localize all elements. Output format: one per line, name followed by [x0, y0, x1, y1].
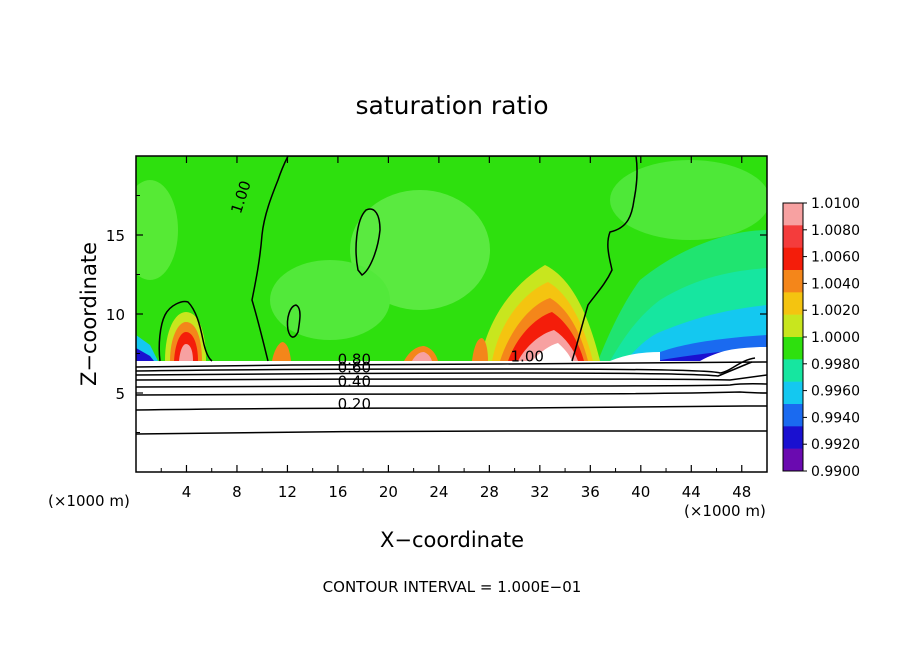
- surface-bump: [700, 347, 767, 361]
- contour-1.00-left: [158, 300, 213, 362]
- x-tick-label: 48: [732, 483, 751, 501]
- plume-x31-white: [532, 343, 572, 361]
- colorbar-swatch: [783, 337, 803, 360]
- y-axis-label: Z−coordinate: [77, 242, 101, 386]
- colorbar: 1.0100 1.0080 1.0060 1.0040 1.0020 1.0000 0.99…: [782, 196, 860, 480]
- light-patch: [610, 160, 767, 240]
- colorbar-swatch: [783, 203, 803, 226]
- x-unit-right: (×1000 m): [684, 502, 766, 520]
- contour-1.00-island: [355, 208, 381, 276]
- y-tick-label: 10: [106, 306, 125, 324]
- contour-level-0.20: [136, 405, 767, 411]
- light-patch: [350, 190, 490, 310]
- plume-x4-pink: [179, 344, 193, 361]
- contour-label: 0.40: [338, 373, 371, 391]
- colorbar-label: 1.0000: [811, 330, 860, 346]
- x-tick-label: 8: [232, 483, 242, 501]
- contour-lines: [136, 156, 767, 435]
- contour-interval-note: CONTOUR INTERVAL = 1.000E−01: [323, 578, 582, 596]
- contour-level-0.10: [136, 430, 767, 435]
- x-tick-label: 20: [379, 483, 398, 501]
- light-patch: [136, 180, 178, 280]
- contour-label: 0.20: [338, 395, 371, 413]
- surface-bump: [610, 352, 660, 361]
- contour-level-0.70: [136, 357, 756, 374]
- contour-1.00-small: [286, 304, 301, 338]
- colorbar-label: 0.9920: [811, 437, 860, 453]
- contour-label: 0.60: [338, 358, 371, 376]
- colorbar-swatch: [783, 381, 803, 405]
- contour-level-0.80: [136, 361, 767, 368]
- contour-label: 0.80: [338, 351, 371, 369]
- colorbar-label: 0.9900: [811, 464, 860, 480]
- contour-level-0.60: [136, 361, 753, 377]
- y-axis-ticks: 5 10 15: [106, 195, 767, 433]
- x-axis-ticks: 4 8 12 16 20 24 28 32 36 40 44 48: [160, 156, 751, 501]
- colorbar-label: 1.0080: [811, 223, 860, 239]
- plume-x22-core: [412, 352, 432, 361]
- x-tick-label: 32: [530, 483, 549, 501]
- x-axis-label: X−coordinate: [380, 528, 524, 552]
- x-tick-label: 40: [631, 483, 650, 501]
- x-tick-label: 12: [278, 483, 297, 501]
- colorbar-label: 1.0020: [811, 303, 860, 319]
- x-tick-label: 44: [682, 483, 701, 501]
- colorbar-label: 1.0060: [811, 250, 860, 266]
- y-tick-label: 15: [106, 227, 125, 245]
- colorbar-swatch: [783, 314, 803, 338]
- plume-x27: [472, 338, 488, 361]
- x-tick-label: 16: [328, 483, 347, 501]
- dry-region-left-blue: [136, 348, 154, 361]
- x-unit-left: (×1000 m): [48, 492, 130, 510]
- colorbar-label: 1.0100: [811, 196, 860, 212]
- x-tick-label: 28: [480, 483, 499, 501]
- subcloud-region: [136, 361, 767, 472]
- colorbar-swatch: [783, 359, 803, 382]
- y-tick-label: 5: [115, 385, 125, 403]
- colorbar-label: 0.9940: [811, 410, 860, 426]
- colorbar-label: 0.9960: [811, 384, 860, 400]
- colorbar-label: 0.9980: [811, 357, 860, 373]
- colorbar-swatch: [783, 270, 803, 293]
- chart-title: saturation ratio: [355, 91, 548, 120]
- colorbar-swatch: [783, 225, 803, 248]
- colorbar-swatch: [783, 247, 803, 271]
- colorbar-label: 1.0040: [811, 276, 860, 292]
- x-tick-label: 24: [429, 483, 448, 501]
- contour-label: 1.00: [511, 347, 544, 365]
- x-tick-label: 4: [182, 483, 192, 501]
- colorbar-swatch: [783, 404, 803, 427]
- colorbar-swatch: [783, 448, 803, 472]
- saturation-field: [136, 156, 767, 472]
- colorbar-swatch: [783, 292, 803, 315]
- colorbar-swatch: [783, 426, 803, 449]
- contour-level-0.30: [136, 391, 767, 396]
- contour-level-0.50: [136, 374, 767, 381]
- contour-level-0.40: [136, 383, 767, 388]
- plume-x11: [272, 342, 291, 361]
- contour-1.00-main: [251, 156, 638, 362]
- x-tick-label: 36: [581, 483, 600, 501]
